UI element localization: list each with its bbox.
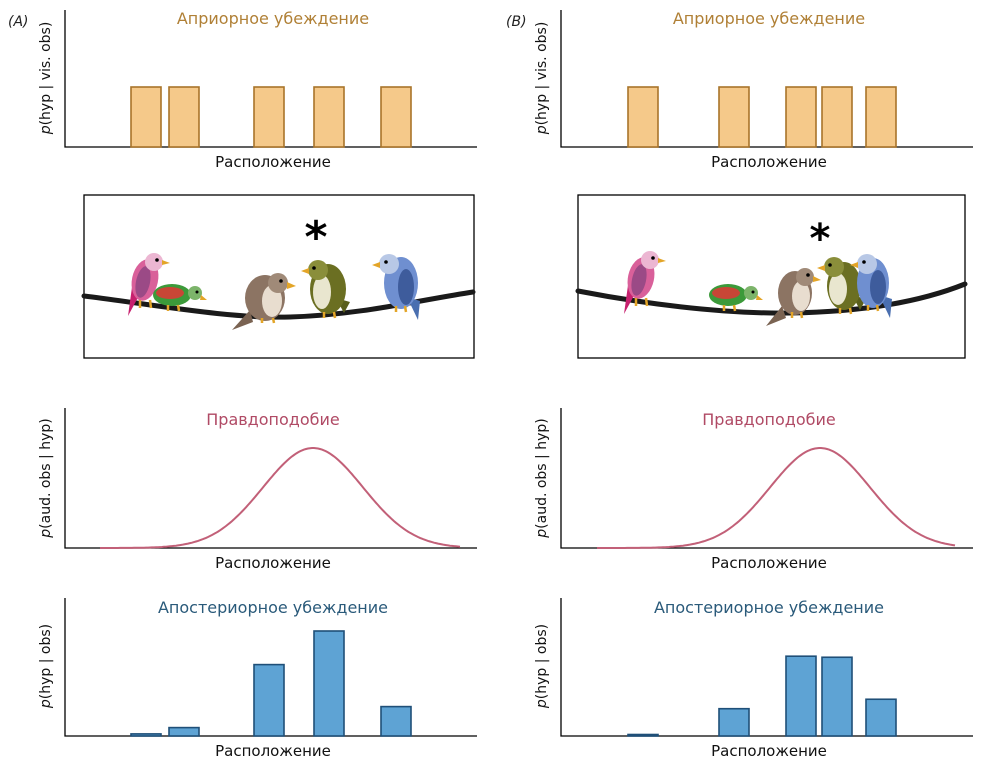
brown-bird-icon bbox=[766, 268, 821, 326]
posterior-bar-5 bbox=[865, 698, 897, 737]
prior-bar-5 bbox=[865, 86, 897, 148]
posterior-bar-1 bbox=[130, 733, 162, 737]
posterior-chart-a: Апостериорное убеждение p(hyp | obs) Рас… bbox=[38, 598, 477, 760]
posterior-ylabel-b: p(hyp | obs) bbox=[534, 624, 550, 709]
green-red-bird-icon bbox=[153, 284, 207, 312]
likelihood-chart-a: Правдоподобие p(aud. obs | hyp) Располож… bbox=[38, 408, 477, 572]
likelihood-title-a: Правдоподобие bbox=[206, 410, 339, 429]
likelihood-xlabel-a: Расположение bbox=[215, 554, 331, 572]
likelihood-chart-b: Правдоподобие p(aud. obs | hyp) Располож… bbox=[534, 408, 973, 572]
prior-bar-1 bbox=[627, 86, 659, 148]
prior-bars-a bbox=[130, 86, 412, 148]
posterior-title-a: Апостериорное убеждение bbox=[158, 598, 388, 617]
panel-label-b: (B) bbox=[506, 14, 527, 30]
likelihood-ylabel-a: p(aud. obs | hyp) bbox=[38, 418, 54, 538]
posterior-bar-5 bbox=[380, 705, 412, 737]
likelihood-ylabel-b: p(aud. obs | hyp) bbox=[534, 418, 550, 538]
posterior-bar-4 bbox=[313, 630, 345, 737]
likelihood-curve-b bbox=[597, 447, 956, 549]
posterior-bar-4 bbox=[821, 656, 853, 737]
prior-axes-b bbox=[560, 10, 973, 148]
likelihood-curve-a bbox=[100, 447, 461, 549]
posterior-bar-3 bbox=[785, 655, 817, 737]
prior-chart-b: Априорное убеждение p(hyp | vis. obs) Ра… bbox=[534, 9, 973, 171]
posterior-ylabel-a: p(hyp | obs) bbox=[38, 624, 54, 709]
prior-chart-a: Априорное убеждение p(hyp | vis. obs) Ра… bbox=[38, 9, 477, 171]
prior-bar-4 bbox=[821, 86, 853, 148]
likelihood-axes-b bbox=[560, 408, 973, 549]
panel-b: (B) Априорное убеждение p(hyp | vis. obs… bbox=[506, 9, 973, 760]
prior-xlabel-b: Расположение bbox=[711, 153, 827, 171]
likelihood-axes-a bbox=[64, 408, 477, 549]
prior-ylabel-a: p(hyp | vis. obs) bbox=[38, 22, 54, 136]
posterior-bars-a bbox=[130, 630, 412, 737]
posterior-chart-b: Апостериорное убеждение p(hyp | obs) Рас… bbox=[534, 598, 973, 760]
posterior-bars-b bbox=[627, 655, 897, 737]
prior-bar-2 bbox=[168, 86, 200, 148]
bird-scene-a: * bbox=[81, 194, 476, 359]
asterisk-b: * bbox=[810, 216, 831, 262]
prior-bar-3 bbox=[253, 86, 285, 148]
panel-label-a: (A) bbox=[8, 14, 29, 30]
prior-bar-1 bbox=[130, 86, 162, 148]
posterior-axes-b bbox=[560, 598, 973, 737]
pink-bird-icon bbox=[624, 251, 666, 314]
prior-title-a: Априорное убеждение bbox=[177, 9, 369, 28]
posterior-xlabel-b: Расположение bbox=[711, 742, 827, 760]
likelihood-xlabel-b: Расположение bbox=[711, 554, 827, 572]
posterior-bar-3 bbox=[253, 663, 285, 737]
green-red-bird-icon bbox=[709, 284, 763, 312]
likelihood-title-b: Правдоподобие bbox=[702, 410, 835, 429]
asterisk-a: * bbox=[304, 212, 327, 263]
bird-scene-b: * bbox=[575, 194, 968, 359]
posterior-title-b: Апостериорное убеждение bbox=[654, 598, 884, 617]
olive-bird-icon bbox=[817, 257, 866, 315]
olive-bird-icon bbox=[301, 260, 350, 319]
posterior-xlabel-a: Расположение bbox=[215, 742, 331, 760]
posterior-bar-2 bbox=[168, 726, 200, 737]
prior-bar-3 bbox=[785, 86, 817, 148]
blue-bird-icon bbox=[850, 254, 892, 318]
prior-title-b: Априорное убеждение bbox=[673, 9, 865, 28]
prior-ylabel-b: p(hyp | vis. obs) bbox=[534, 22, 550, 136]
panel-a: (A) Априорное убеждение p(hyp | vis. obs… bbox=[8, 9, 477, 760]
pink-bird-icon bbox=[128, 253, 170, 316]
brown-bird-icon bbox=[232, 273, 296, 330]
prior-xlabel-a: Расположение bbox=[215, 153, 331, 171]
blue-bird-icon bbox=[372, 254, 420, 320]
prior-bar-5 bbox=[380, 86, 412, 148]
posterior-bar-1 bbox=[627, 733, 659, 737]
prior-bar-2 bbox=[718, 86, 750, 148]
prior-bar-4 bbox=[313, 86, 345, 148]
posterior-bar-2 bbox=[718, 707, 750, 737]
prior-bars-b bbox=[627, 86, 897, 148]
